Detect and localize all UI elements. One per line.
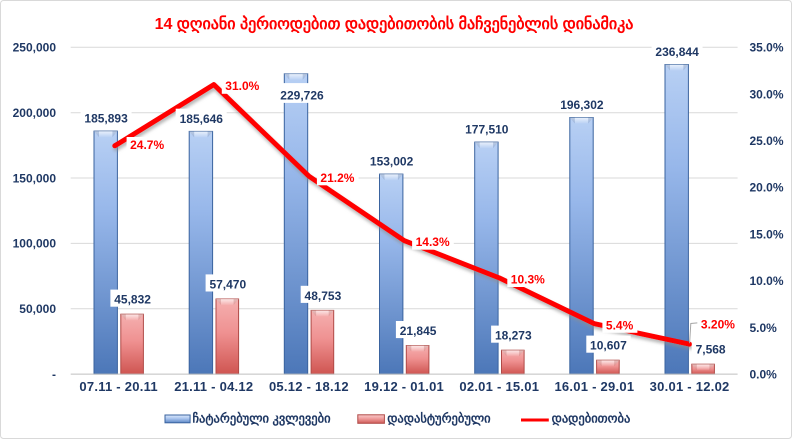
svg-text:200,000: 200,000 <box>13 106 57 120</box>
svg-text:35.0%: 35.0% <box>750 41 784 55</box>
svg-text:-: - <box>52 368 56 382</box>
svg-text:14 დღიანი პერიოდებით დადებითობ: 14 დღიანი პერიოდებით დადებითობის მაჩვენე… <box>155 15 634 34</box>
svg-text:185,646: 185,646 <box>180 112 224 126</box>
svg-text:177,510: 177,510 <box>465 123 509 137</box>
svg-text:21.11 - 04.12: 21.11 - 04.12 <box>174 379 253 394</box>
svg-text:10.0%: 10.0% <box>750 274 784 288</box>
svg-text:21,845: 21,845 <box>400 324 437 338</box>
svg-text:5.4%: 5.4% <box>606 318 634 332</box>
svg-text:დადასტურებული: დადასტურებული <box>387 411 491 427</box>
svg-text:57,470: 57,470 <box>209 278 246 292</box>
svg-text:30.01 - 12.02: 30.01 - 12.02 <box>650 379 730 394</box>
svg-text:153,002: 153,002 <box>370 155 414 169</box>
svg-text:16.01 - 29.01: 16.01 - 29.01 <box>554 379 634 394</box>
svg-text:14.3%: 14.3% <box>416 235 450 249</box>
svg-text:24.7%: 24.7% <box>130 138 164 152</box>
svg-text:20.0%: 20.0% <box>750 181 784 195</box>
svg-text:7,568: 7,568 <box>696 343 726 357</box>
svg-text:25.0%: 25.0% <box>750 134 784 148</box>
svg-text:07.11 - 20.11: 07.11 - 20.11 <box>79 379 157 394</box>
svg-text:21.2%: 21.2% <box>320 171 354 185</box>
svg-text:100,000: 100,000 <box>13 237 57 251</box>
svg-text:30.0%: 30.0% <box>750 87 784 101</box>
svg-text:196,302: 196,302 <box>560 98 604 112</box>
svg-text:10.3%: 10.3% <box>511 273 545 287</box>
svg-text:229,726: 229,726 <box>280 89 324 103</box>
svg-text:დადებითობა: დადებითობა <box>552 411 631 427</box>
svg-text:31.0%: 31.0% <box>225 79 259 93</box>
svg-text:150,000: 150,000 <box>13 171 57 185</box>
svg-text:236,844: 236,844 <box>655 45 699 59</box>
svg-text:19.12 - 01.01: 19.12 - 01.01 <box>364 379 444 394</box>
svg-text:5.0%: 5.0% <box>750 321 778 335</box>
svg-text:250,000: 250,000 <box>13 41 57 55</box>
svg-text:45,832: 45,832 <box>114 293 151 307</box>
svg-text:50,000: 50,000 <box>19 302 56 316</box>
svg-text:15.0%: 15.0% <box>750 227 784 241</box>
svg-text:0.0%: 0.0% <box>750 368 778 382</box>
svg-text:3.20%: 3.20% <box>701 318 735 332</box>
svg-text:48,753: 48,753 <box>305 289 342 303</box>
svg-text:10,607: 10,607 <box>590 339 627 353</box>
svg-text:02.01 - 15.01: 02.01 - 15.01 <box>459 379 539 394</box>
svg-text:18,273: 18,273 <box>495 329 532 343</box>
svg-text:ჩატარებული კვლევები: ჩატარებული კვლევები <box>193 411 332 427</box>
svg-text:05.12 - 18.12: 05.12 - 18.12 <box>269 379 349 394</box>
svg-text:185,893: 185,893 <box>84 112 128 126</box>
